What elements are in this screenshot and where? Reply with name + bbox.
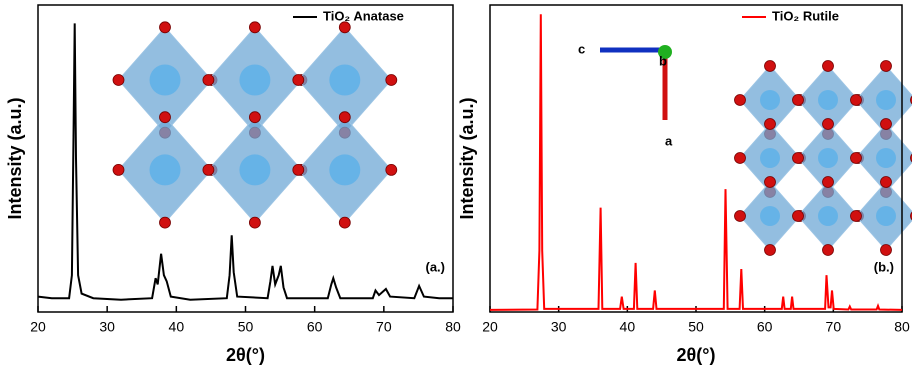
y-axis-title: Intensity (a.u.) xyxy=(457,97,477,219)
ti-atom xyxy=(760,90,780,110)
o-atom xyxy=(881,177,892,188)
axis-direction-label: a xyxy=(665,133,673,148)
crystal-illustration xyxy=(113,22,397,228)
x-tick-label: 30 xyxy=(551,319,567,335)
o-atom xyxy=(386,164,397,175)
ti-atom xyxy=(876,90,896,110)
o-atom xyxy=(203,164,214,175)
o-atom xyxy=(765,61,776,72)
ti-atom xyxy=(329,154,360,185)
figure: 20 30 40 50 60 70 80 2θ(°) Intensity (a.u.) TiO₂ … xyxy=(0,0,912,371)
o-atom xyxy=(765,119,776,130)
o-atom xyxy=(823,177,834,188)
x-tick-label: 60 xyxy=(307,319,323,335)
o-atom xyxy=(160,217,171,228)
o-atom xyxy=(735,153,746,164)
x-tick-label: 80 xyxy=(894,319,910,335)
x-tick-label: 60 xyxy=(757,319,773,335)
panel-label: (b.) xyxy=(874,259,894,274)
o-atom xyxy=(160,22,171,33)
x-tick-label: 50 xyxy=(688,319,704,335)
legend-label: TiO₂ Rutile xyxy=(772,8,839,23)
x-tick-label: 80 xyxy=(445,319,461,335)
axis-direction-label: b xyxy=(659,53,667,68)
o-atom xyxy=(881,245,892,256)
o-atom xyxy=(735,95,746,106)
ti-atom xyxy=(329,65,360,96)
o-atom xyxy=(881,61,892,72)
x-axis-title: 2θ(°) xyxy=(677,345,716,365)
o-atom xyxy=(249,112,260,123)
o-atom xyxy=(160,112,171,123)
o-atom xyxy=(113,164,124,175)
ti-atom xyxy=(760,148,780,168)
o-atom xyxy=(735,211,746,222)
ti-atom xyxy=(818,206,838,226)
x-tick-label: 20 xyxy=(30,319,46,335)
ti-atom xyxy=(239,65,270,96)
o-atom xyxy=(339,217,350,228)
x-tick-label: 40 xyxy=(169,319,185,335)
o-atom xyxy=(765,245,776,256)
o-atom xyxy=(793,153,804,164)
o-atom xyxy=(113,75,124,86)
x-tick-label: 20 xyxy=(482,319,498,335)
ti-atom xyxy=(876,148,896,168)
ti-atom xyxy=(239,154,270,185)
o-atom xyxy=(823,119,834,130)
o-atom xyxy=(823,61,834,72)
o-atom xyxy=(293,75,304,86)
x-axis-title: 2θ(°) xyxy=(226,345,265,365)
o-atom xyxy=(851,211,862,222)
o-atom xyxy=(793,211,804,222)
o-atom xyxy=(851,153,862,164)
crystal-illustration xyxy=(735,61,912,256)
ti-atom xyxy=(818,148,838,168)
ti-atom xyxy=(760,206,780,226)
panel-label: (a.) xyxy=(426,259,446,274)
o-atom xyxy=(386,75,397,86)
axis-direction-label: c xyxy=(578,41,585,56)
o-atom xyxy=(203,75,214,86)
ti-atom xyxy=(150,65,181,96)
x-tick-label: 70 xyxy=(376,319,392,335)
o-atom xyxy=(249,22,260,33)
o-atom xyxy=(823,245,834,256)
y-axis-title: Intensity (a.u.) xyxy=(5,97,25,219)
x-tick-label: 40 xyxy=(620,319,636,335)
legend-label: TiO₂ Anatase xyxy=(323,8,404,23)
ti-atom xyxy=(818,90,838,110)
ti-atom xyxy=(876,206,896,226)
ti-atom xyxy=(150,154,181,185)
x-tick-label: 50 xyxy=(238,319,254,335)
x-tick-label: 70 xyxy=(826,319,842,335)
o-atom xyxy=(249,217,260,228)
o-atom xyxy=(339,22,350,33)
o-atom xyxy=(293,164,304,175)
o-atom xyxy=(881,119,892,130)
x-tick-label: 30 xyxy=(99,319,115,335)
o-atom xyxy=(793,95,804,106)
o-atom xyxy=(339,112,350,123)
o-atom xyxy=(851,95,862,106)
o-atom xyxy=(765,177,776,188)
